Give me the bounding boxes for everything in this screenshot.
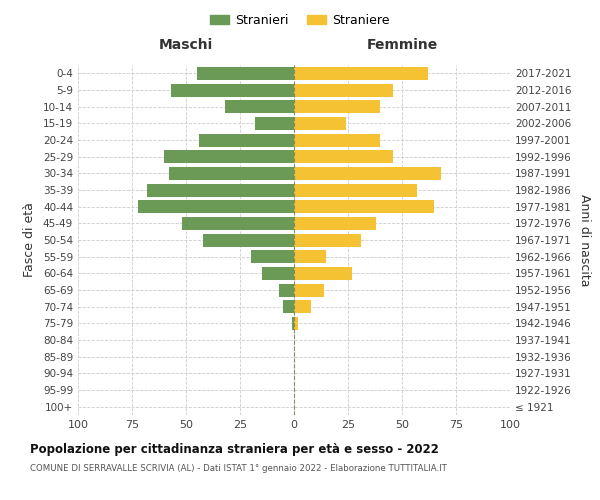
Bar — [294, 117, 346, 130]
Bar — [294, 84, 394, 96]
Bar — [251, 250, 294, 263]
Bar — [147, 184, 294, 196]
Bar — [292, 317, 294, 330]
Bar — [279, 284, 294, 296]
Bar — [262, 267, 294, 280]
Bar — [225, 100, 294, 113]
Y-axis label: Fasce di età: Fasce di età — [23, 202, 36, 278]
Bar — [203, 234, 294, 246]
Bar — [294, 267, 352, 280]
Bar — [294, 167, 441, 180]
Bar — [294, 217, 376, 230]
Bar — [199, 134, 294, 146]
Bar — [294, 300, 311, 313]
Bar — [294, 250, 326, 263]
Bar — [294, 184, 417, 196]
Bar — [294, 67, 428, 80]
Y-axis label: Anni di nascita: Anni di nascita — [578, 194, 591, 286]
Bar — [294, 317, 298, 330]
Bar — [283, 300, 294, 313]
Text: Maschi: Maschi — [159, 38, 213, 52]
Bar — [164, 150, 294, 163]
Text: COMUNE DI SERRAVALLE SCRIVIA (AL) - Dati ISTAT 1° gennaio 2022 - Elaborazione TU: COMUNE DI SERRAVALLE SCRIVIA (AL) - Dati… — [30, 464, 447, 473]
Bar — [171, 84, 294, 96]
Bar — [139, 200, 294, 213]
Text: Femmine: Femmine — [367, 38, 437, 52]
Bar — [294, 134, 380, 146]
Text: Popolazione per cittadinanza straniera per età e sesso - 2022: Popolazione per cittadinanza straniera p… — [30, 442, 439, 456]
Bar — [169, 167, 294, 180]
Bar — [255, 117, 294, 130]
Bar — [294, 150, 394, 163]
Bar — [294, 284, 324, 296]
Bar — [294, 200, 434, 213]
Bar — [294, 234, 361, 246]
Bar — [197, 67, 294, 80]
Bar — [294, 100, 380, 113]
Legend: Stranieri, Straniere: Stranieri, Straniere — [205, 8, 395, 32]
Bar — [182, 217, 294, 230]
